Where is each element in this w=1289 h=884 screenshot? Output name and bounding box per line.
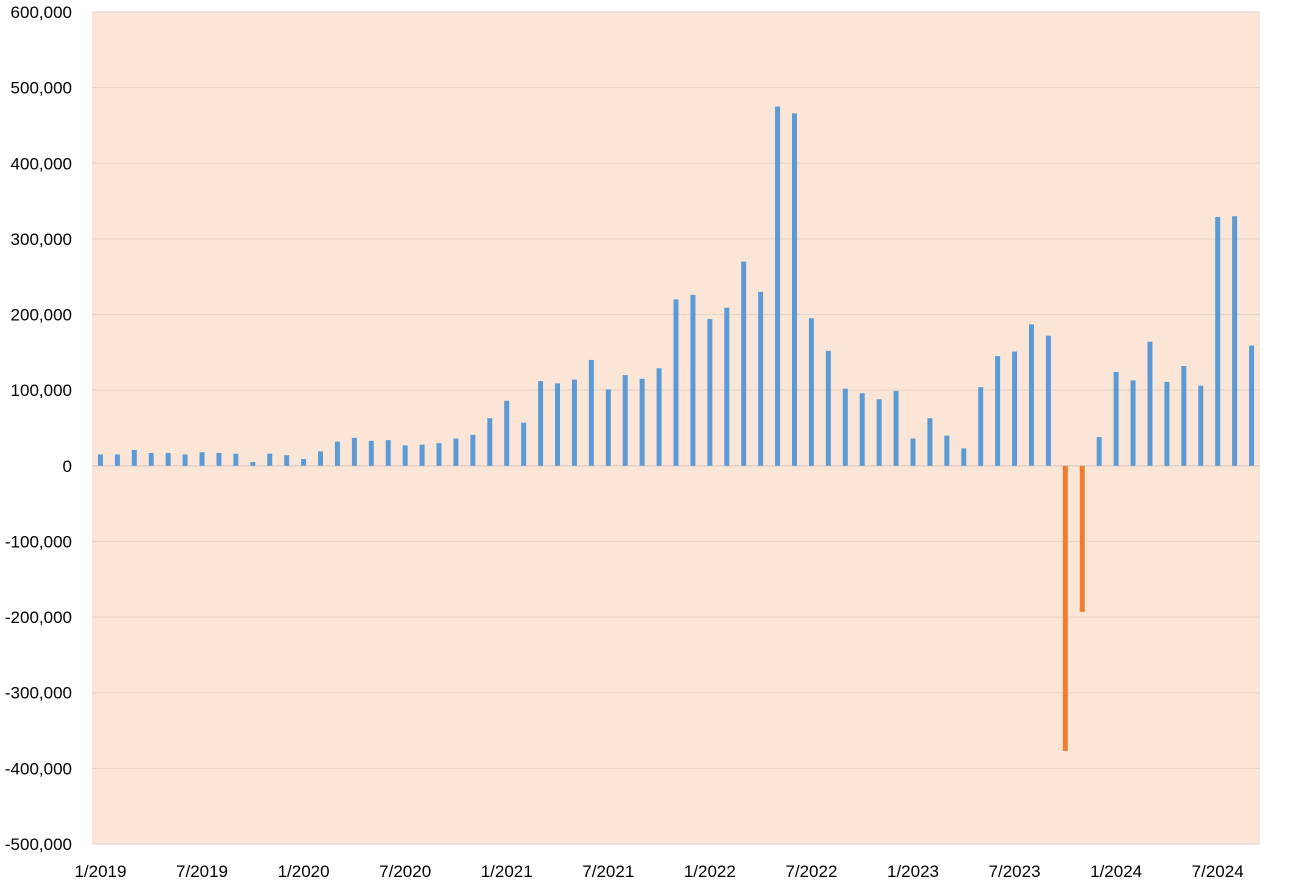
bar bbox=[165, 452, 171, 466]
bar bbox=[318, 451, 324, 466]
bar bbox=[944, 435, 950, 466]
bar bbox=[893, 390, 899, 466]
bar bbox=[842, 388, 848, 466]
bar bbox=[250, 462, 256, 466]
bar bbox=[97, 454, 103, 466]
bar bbox=[131, 449, 137, 466]
bar bbox=[978, 387, 984, 466]
bar bbox=[1215, 216, 1221, 466]
bar bbox=[927, 418, 933, 466]
y-tick-label: 500,000 bbox=[11, 79, 72, 98]
y-tick-label: -200,000 bbox=[5, 608, 72, 627]
bar bbox=[504, 400, 510, 466]
bar bbox=[622, 375, 628, 466]
y-tick-label: 300,000 bbox=[11, 230, 72, 249]
bar bbox=[233, 453, 239, 466]
y-tick-label: -100,000 bbox=[5, 532, 72, 551]
bar bbox=[1130, 380, 1136, 466]
bar bbox=[148, 452, 154, 466]
bar bbox=[910, 438, 916, 466]
bar bbox=[588, 359, 594, 466]
bar bbox=[1028, 324, 1034, 466]
x-tick-label: 7/2021 bbox=[582, 862, 634, 881]
bar bbox=[334, 441, 340, 466]
bars bbox=[97, 106, 1255, 751]
x-tick-label: 1/2019 bbox=[74, 862, 126, 881]
bar bbox=[267, 453, 273, 466]
bar bbox=[791, 113, 797, 466]
y-axis: 600,000 500,000 400,000 300,000 200,000 100,0… bbox=[5, 3, 72, 854]
x-tick-label: 7/2019 bbox=[176, 862, 228, 881]
y-tick-label: 400,000 bbox=[11, 154, 72, 173]
bar bbox=[1198, 385, 1204, 466]
bar bbox=[385, 440, 391, 466]
bar bbox=[470, 434, 476, 466]
bar bbox=[995, 356, 1001, 466]
y-tick-label: 0 bbox=[63, 457, 72, 476]
bar bbox=[1164, 381, 1170, 466]
bar bbox=[301, 459, 307, 466]
bar bbox=[419, 444, 425, 466]
bar bbox=[758, 291, 764, 466]
bar bbox=[1249, 345, 1255, 466]
x-tick-label: 1/2021 bbox=[481, 862, 533, 881]
y-tick-label: -300,000 bbox=[5, 684, 72, 703]
bar bbox=[402, 445, 408, 466]
bar bbox=[487, 418, 493, 466]
bar bbox=[808, 318, 814, 466]
bar bbox=[453, 438, 459, 466]
bar-negative bbox=[1062, 465, 1068, 751]
x-tick-label: 1/2024 bbox=[1090, 862, 1142, 881]
x-tick-label: 1/2023 bbox=[887, 862, 939, 881]
x-tick-label: 7/2022 bbox=[785, 862, 837, 881]
bar bbox=[1045, 335, 1051, 466]
bar bbox=[605, 389, 611, 466]
bar bbox=[114, 454, 120, 466]
bar bbox=[555, 383, 561, 466]
bar bbox=[1012, 351, 1018, 466]
y-tick-label: 100,000 bbox=[11, 381, 72, 400]
y-tick-label: -500,000 bbox=[5, 835, 72, 854]
x-tick-label: 1/2020 bbox=[278, 862, 330, 881]
bar bbox=[216, 452, 222, 466]
bar bbox=[538, 381, 544, 466]
x-tick-label: 7/2024 bbox=[1192, 862, 1244, 881]
bar bbox=[639, 378, 645, 466]
bar bbox=[825, 350, 831, 466]
bar bbox=[859, 393, 865, 466]
bar-negative bbox=[1079, 465, 1085, 612]
bar bbox=[351, 437, 357, 466]
bar bbox=[724, 307, 730, 466]
bar bbox=[1181, 365, 1187, 466]
x-axis: 1/2019 7/2019 1/2020 7/2020 1/2021 7/2021 1/20… bbox=[74, 862, 1243, 881]
x-tick-label: 7/2023 bbox=[989, 862, 1041, 881]
y-tick-label: 600,000 bbox=[11, 3, 72, 22]
y-tick-label: -400,000 bbox=[5, 759, 72, 778]
bar bbox=[571, 379, 577, 466]
bar bbox=[1232, 216, 1238, 466]
bar bbox=[1096, 437, 1102, 466]
bar bbox=[876, 399, 882, 466]
bar bbox=[707, 319, 713, 466]
bar bbox=[656, 368, 662, 466]
bar bbox=[690, 294, 696, 466]
bar bbox=[182, 454, 188, 466]
bar bbox=[741, 261, 747, 466]
x-tick-label: 7/2020 bbox=[379, 862, 431, 881]
bar bbox=[368, 440, 374, 466]
x-tick-label: 1/2022 bbox=[684, 862, 736, 881]
bar bbox=[961, 448, 967, 466]
bar bbox=[436, 443, 442, 466]
bar bbox=[1113, 372, 1119, 466]
bar bbox=[775, 106, 781, 466]
bar bbox=[199, 452, 205, 466]
bar bbox=[284, 455, 290, 466]
bar bbox=[521, 422, 527, 466]
y-tick-label: 200,000 bbox=[11, 306, 72, 325]
bar bbox=[673, 299, 679, 466]
bar bbox=[1147, 341, 1153, 466]
